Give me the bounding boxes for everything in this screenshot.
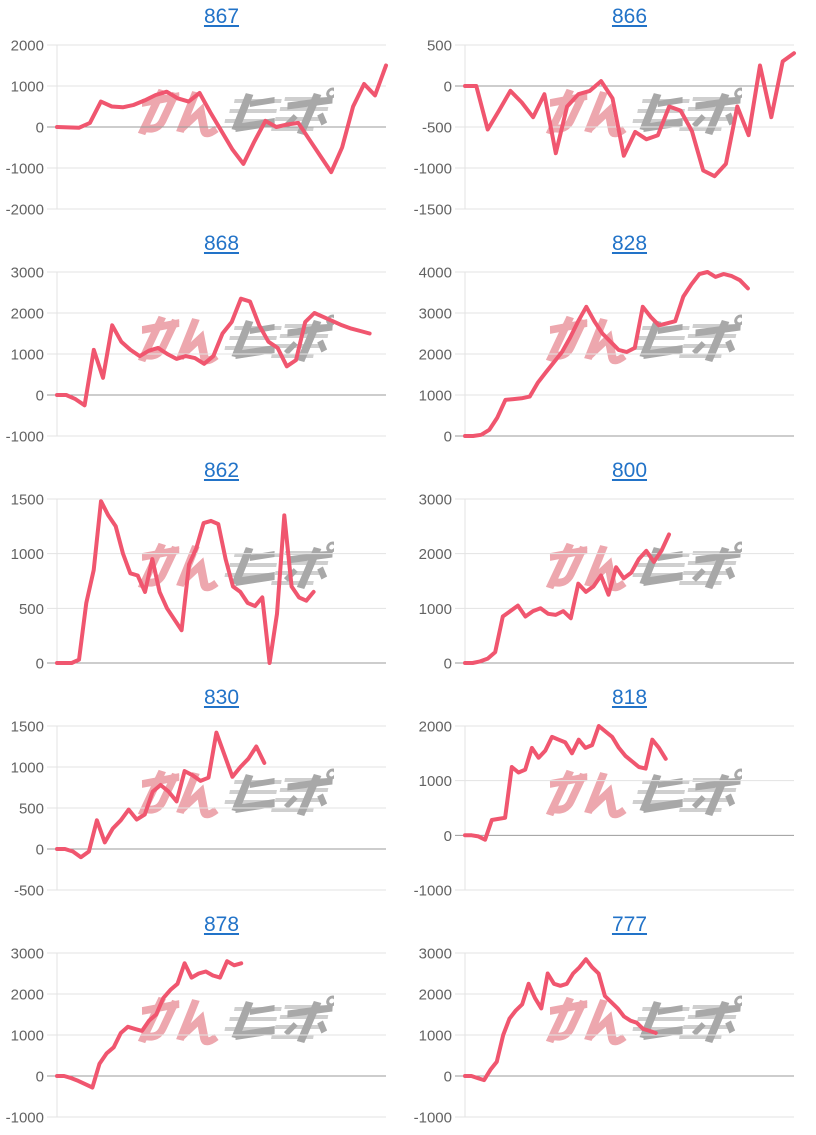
chart-cell-862: 862 bbox=[0, 454, 408, 681]
svg-text:-1000: -1000 bbox=[6, 429, 44, 446]
machine-number-link[interactable]: 866 bbox=[611, 5, 648, 28]
minrepo-watermark bbox=[535, 994, 746, 1048]
svg-text:500: 500 bbox=[19, 801, 44, 818]
line-chart: 500 0 -500 -1000 -1500 bbox=[414, 38, 796, 219]
svg-text:3000: 3000 bbox=[419, 492, 452, 509]
svg-text:1000: 1000 bbox=[11, 760, 44, 777]
svg-text:2000: 2000 bbox=[419, 987, 452, 1004]
svg-text:0: 0 bbox=[444, 79, 452, 96]
svg-text:0: 0 bbox=[36, 388, 44, 405]
minrepo-watermark bbox=[127, 86, 338, 140]
svg-text:1000: 1000 bbox=[419, 1028, 452, 1045]
machine-number-link[interactable]: 828 bbox=[611, 232, 648, 255]
svg-text:3000: 3000 bbox=[419, 306, 452, 323]
machine-number-link[interactable]: 868 bbox=[203, 232, 240, 255]
line-chart: 3000 2000 1000 0 -1000 bbox=[414, 946, 794, 1127]
chart-title: 878 bbox=[57, 913, 386, 937]
chart-cell-867: 867 bbox=[0, 0, 408, 227]
svg-text:0: 0 bbox=[36, 842, 44, 859]
machine-number-link[interactable]: 878 bbox=[203, 913, 240, 936]
chart-cell-777: 777 bbox=[408, 908, 816, 1135]
svg-text:0: 0 bbox=[36, 1069, 44, 1086]
line-chart: 1500 1000 500 0 -500 bbox=[11, 719, 386, 900]
svg-text:1000: 1000 bbox=[11, 1028, 44, 1045]
machine-number-link[interactable]: 830 bbox=[203, 686, 240, 709]
svg-text:2000: 2000 bbox=[419, 347, 452, 364]
chart-title: 800 bbox=[465, 459, 794, 483]
chart-title: 862 bbox=[57, 459, 386, 483]
svg-text:-1000: -1000 bbox=[414, 883, 452, 900]
chart-cell-868: 868 bbox=[0, 227, 408, 454]
chart-title: 867 bbox=[57, 5, 386, 29]
machine-number-link[interactable]: 867 bbox=[203, 5, 240, 28]
chart-title: 830 bbox=[57, 686, 386, 710]
svg-text:-500: -500 bbox=[422, 120, 452, 137]
line-chart: 3000 2000 1000 0 -1000 bbox=[6, 265, 386, 446]
chart-title: 818 bbox=[465, 686, 794, 710]
svg-text:1000: 1000 bbox=[11, 347, 44, 364]
line-chart: 4000 3000 2000 1000 0 bbox=[419, 265, 794, 446]
minrepo-logo-icon bbox=[545, 995, 746, 1046]
line-chart: 2000 1000 0 -1000 bbox=[414, 719, 794, 900]
svg-text:2000: 2000 bbox=[419, 546, 452, 563]
chart-cell-818: 818 bbox=[408, 681, 816, 908]
chart-title: 828 bbox=[465, 232, 794, 256]
svg-text:0: 0 bbox=[36, 656, 44, 673]
svg-text:3000: 3000 bbox=[419, 946, 452, 963]
svg-text:1500: 1500 bbox=[11, 719, 44, 736]
svg-text:-1500: -1500 bbox=[414, 202, 452, 219]
line-chart: 3000 2000 1000 0 bbox=[419, 492, 794, 673]
svg-text:-1000: -1000 bbox=[414, 1110, 452, 1127]
svg-text:3000: 3000 bbox=[11, 946, 44, 963]
svg-text:0: 0 bbox=[36, 120, 44, 137]
chart-cell-828: 828 bbox=[408, 227, 816, 454]
minrepo-logo-icon bbox=[137, 87, 338, 138]
svg-text:0: 0 bbox=[444, 1069, 452, 1086]
svg-text:0: 0 bbox=[444, 429, 452, 446]
machine-number-link[interactable]: 800 bbox=[611, 459, 648, 482]
chart-title: 777 bbox=[465, 913, 794, 937]
svg-text:1000: 1000 bbox=[11, 79, 44, 96]
machine-number-link[interactable]: 862 bbox=[203, 459, 240, 482]
svg-text:0: 0 bbox=[444, 828, 452, 845]
svg-text:2000: 2000 bbox=[419, 719, 452, 736]
chart-title: 866 bbox=[465, 5, 794, 29]
svg-text:2000: 2000 bbox=[11, 306, 44, 323]
svg-text:-500: -500 bbox=[14, 883, 44, 900]
svg-text:1000: 1000 bbox=[419, 773, 452, 790]
chart-cell-878: 878 bbox=[0, 908, 408, 1135]
line-chart: 3000 2000 1000 0 -1000 bbox=[6, 946, 386, 1127]
svg-text:500: 500 bbox=[19, 601, 44, 618]
chart-cell-830: 830 bbox=[0, 681, 408, 908]
chart-cell-866: 866 bbox=[408, 0, 816, 227]
line-chart: 2000 1000 0 -1000 -2000 bbox=[6, 38, 388, 219]
svg-text:500: 500 bbox=[427, 38, 452, 55]
chart-cell-800: 800 bbox=[408, 454, 816, 681]
svg-text:-1000: -1000 bbox=[414, 161, 452, 178]
svg-text:2000: 2000 bbox=[11, 38, 44, 55]
svg-text:-1000: -1000 bbox=[6, 161, 44, 178]
line-chart: 1500 1000 500 0 bbox=[11, 492, 386, 673]
svg-text:3000: 3000 bbox=[11, 265, 44, 282]
chart-title: 868 bbox=[57, 232, 386, 256]
svg-text:1000: 1000 bbox=[11, 546, 44, 563]
svg-text:-1000: -1000 bbox=[6, 1110, 44, 1127]
svg-text:0: 0 bbox=[444, 656, 452, 673]
svg-text:-2000: -2000 bbox=[6, 202, 44, 219]
machine-number-link[interactable]: 777 bbox=[611, 913, 648, 936]
svg-text:2000: 2000 bbox=[11, 987, 44, 1004]
svg-text:1000: 1000 bbox=[419, 388, 452, 405]
machine-number-link[interactable]: 818 bbox=[611, 686, 648, 709]
svg-text:1000: 1000 bbox=[419, 601, 452, 618]
svg-text:4000: 4000 bbox=[419, 265, 452, 282]
svg-text:1500: 1500 bbox=[11, 492, 44, 509]
